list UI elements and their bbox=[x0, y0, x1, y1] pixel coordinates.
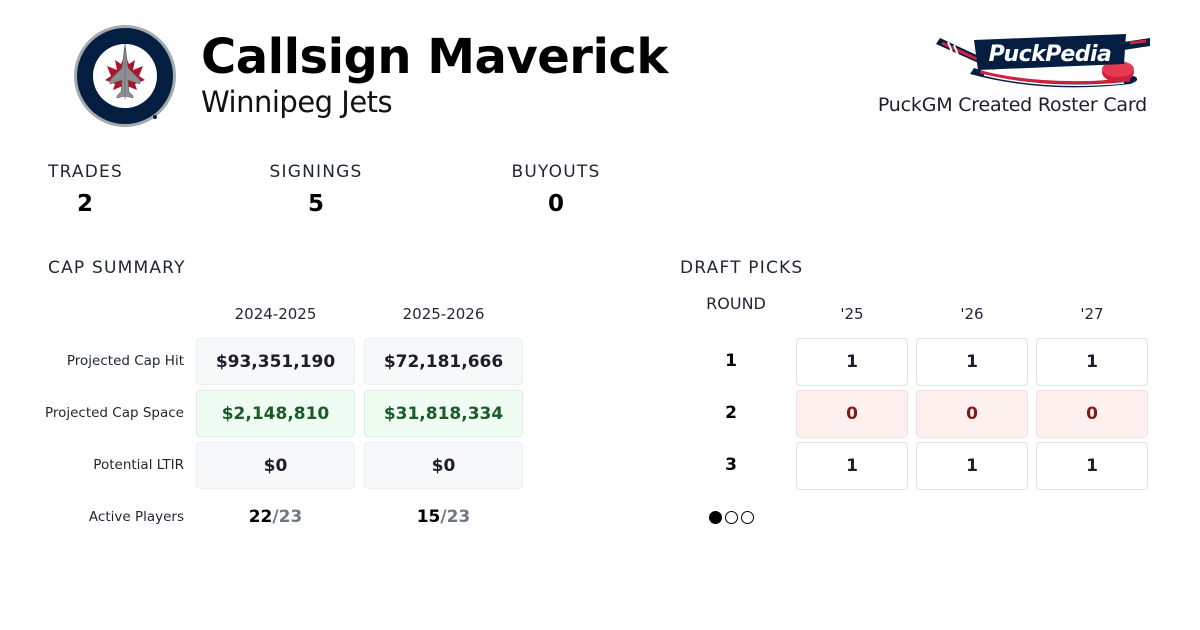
team-name: Winnipeg Jets bbox=[201, 85, 393, 119]
active-count: 22 bbox=[248, 507, 273, 527]
round-number: 1 bbox=[725, 351, 737, 371]
pick-cell: 1 bbox=[796, 338, 908, 386]
pick-cell: 1 bbox=[1036, 338, 1148, 386]
season-header: 2024-2025 bbox=[234, 305, 317, 323]
year-header: '25 bbox=[840, 305, 864, 323]
row-label-cap-space: Projected Cap Space bbox=[44, 405, 184, 421]
stat-label: SIGNINGS bbox=[269, 162, 363, 182]
ltir-cell: $0 bbox=[196, 442, 355, 489]
active-count: 15 bbox=[416, 507, 441, 527]
stat-buyouts: BUYOUTS 0 bbox=[510, 162, 602, 217]
year-header: '26 bbox=[960, 305, 984, 323]
page-dot-icon[interactable] bbox=[709, 511, 722, 524]
cap-hit-cell: $93,351,190 bbox=[196, 338, 355, 385]
draft-picks-title: DRAFT PICKS bbox=[680, 258, 804, 278]
row-label-ltir: Potential LTIR bbox=[93, 457, 184, 473]
round-header: ROUND bbox=[706, 294, 766, 313]
stat-label: TRADES bbox=[48, 162, 123, 182]
brand-caption: PuckGM Created Roster Card bbox=[877, 94, 1147, 116]
svg-text:PuckPedia: PuckPedia bbox=[989, 42, 1112, 67]
pick-cell: 1 bbox=[796, 442, 908, 490]
puckpedia-logo-icon[interactable]: PuckPedia bbox=[934, 30, 1152, 90]
active-max: /23 bbox=[440, 507, 471, 527]
stat-value: 0 bbox=[547, 191, 564, 217]
pick-cell: 1 bbox=[1036, 442, 1148, 490]
cap-summary-title: CAP SUMMARY bbox=[48, 258, 186, 278]
stat-value: 5 bbox=[307, 191, 324, 217]
active-max: /23 bbox=[272, 507, 303, 527]
active-players-value: 22/23 bbox=[196, 507, 355, 527]
season-header: 2025-2026 bbox=[402, 305, 485, 323]
stat-value: 2 bbox=[77, 191, 94, 217]
row-label-cap-hit: Projected Cap Hit bbox=[66, 353, 184, 369]
page-dot-icon[interactable] bbox=[741, 511, 754, 524]
player-name: Callsign Maverick bbox=[201, 29, 668, 85]
stat-trades: TRADES 2 bbox=[48, 162, 122, 217]
active-players-value: 15/23 bbox=[364, 507, 523, 527]
stat-label: BUYOUTS bbox=[511, 162, 601, 182]
cap-hit-cell: $72,181,666 bbox=[364, 338, 523, 385]
year-header: '27 bbox=[1080, 305, 1104, 323]
pick-cell: 1 bbox=[916, 338, 1028, 386]
round-number: 3 bbox=[725, 455, 737, 475]
cap-space-cell: $31,818,334 bbox=[364, 390, 523, 437]
winnipeg-jets-logo-icon bbox=[73, 24, 177, 128]
pick-cell: 1 bbox=[916, 442, 1028, 490]
pick-cell: 0 bbox=[1036, 390, 1148, 438]
page-dot-icon[interactable] bbox=[725, 511, 738, 524]
pick-cell: 0 bbox=[796, 390, 908, 438]
stat-signings: SIGNINGS 5 bbox=[269, 162, 363, 217]
row-label-active-players: Active Players bbox=[88, 509, 184, 525]
round-number: 2 bbox=[725, 403, 737, 423]
ltir-cell: $0 bbox=[364, 442, 523, 489]
draft-pagination bbox=[709, 511, 754, 524]
cap-space-cell: $2,148,810 bbox=[196, 390, 355, 437]
pick-cell: 0 bbox=[916, 390, 1028, 438]
